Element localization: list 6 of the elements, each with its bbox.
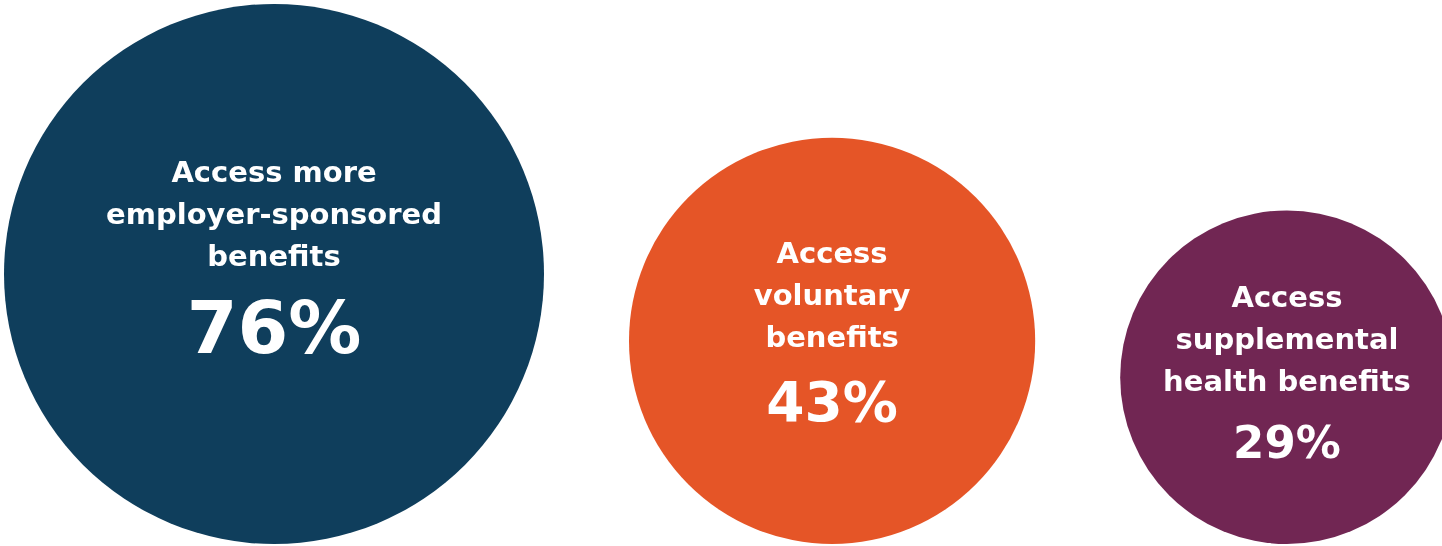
data-label: 43% [766,369,898,434]
category-label: Access more employer-sponsored benefits [106,155,442,274]
category-label: Access voluntary benefits [753,236,911,355]
data-label: 76% [186,284,362,370]
data-label: 29% [1233,415,1341,469]
category-label: Access supplemental health benefits [1163,280,1411,399]
